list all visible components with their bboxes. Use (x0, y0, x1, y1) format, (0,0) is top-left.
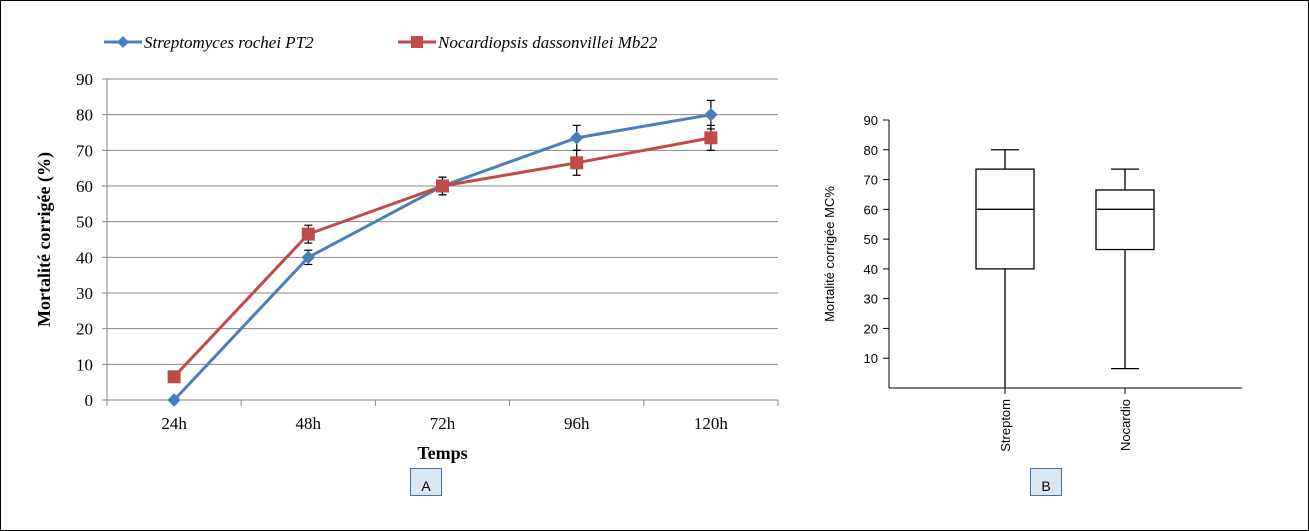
y-tick-label: 90 (864, 113, 878, 128)
legend-marker-diamond (117, 36, 129, 48)
y-tick-label: 30 (864, 292, 878, 307)
x-tick-label: 24h (161, 414, 187, 433)
data-point-diamond (301, 250, 316, 265)
y-tick-label: 70 (76, 141, 93, 160)
y-tick-label: 70 (864, 173, 878, 188)
data-point-diamond (569, 131, 584, 145)
y-tick-label: 0 (85, 391, 94, 410)
y-tick-label: 10 (76, 355, 93, 374)
legend-label-0: Streptomyces rochei PT2 (144, 33, 314, 52)
data-point-square (301, 227, 315, 241)
y-axis-title: Mortalité corrigée (%) (34, 152, 55, 327)
y-tick-label: 20 (76, 320, 93, 339)
y-tick-label: 90 (76, 70, 93, 89)
y-tick-label: 10 (864, 351, 878, 366)
legend-marker-square (411, 36, 423, 48)
y-tick-label: 50 (864, 232, 878, 247)
panel-label-a: A (410, 468, 442, 496)
y-tick-label: 30 (76, 284, 93, 303)
data-point-square (167, 370, 181, 384)
x-tick-label: Nocardio (1118, 399, 1133, 451)
panel-label-b: B (1030, 468, 1062, 496)
x-axis-title: Temps (417, 443, 467, 463)
box-plot-b: 10 20 30 40 50 60 70 80 90 Mortalité corrigée MC%… (822, 113, 1242, 452)
y-tick-label: 80 (76, 106, 93, 125)
x-tick-label: 48h (296, 414, 322, 433)
y-axis-title: Mortalité corrigée MC% (822, 186, 837, 322)
x-tick-label: 120h (694, 414, 729, 433)
y-tick-label: 40 (864, 262, 878, 277)
y-tick-label: 60 (864, 202, 878, 217)
data-point-square (704, 131, 718, 145)
y-tick-label: 20 (864, 321, 878, 336)
data-point-square (436, 179, 449, 193)
y-tick-label: 60 (76, 177, 93, 196)
box-iqr (1095, 189, 1155, 251)
data-point-diamond (167, 393, 181, 407)
x-tick-label: Streptom (998, 399, 1013, 452)
x-tick-label: 72h (430, 414, 456, 433)
line-chart-a: 0 10 20 30 40 50 60 70 80 90 24h 48h 72h 96h 120h Temps… (34, 33, 779, 463)
y-tick-label: 80 (864, 143, 878, 158)
data-point-diamond (704, 107, 718, 122)
data-point-square (570, 156, 584, 170)
y-tick-label: 40 (76, 248, 93, 267)
y-tick-label: 50 (76, 213, 93, 232)
box-iqr (975, 168, 1035, 270)
x-tick-label: 96h (564, 414, 590, 433)
legend-label-1: Nocardiopsis dassonvillei Mb22 (437, 33, 658, 52)
